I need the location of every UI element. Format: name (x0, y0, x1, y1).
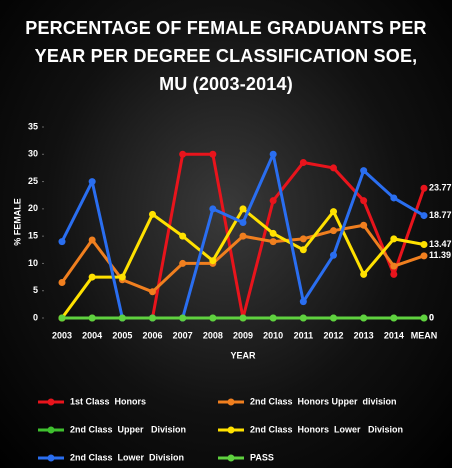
data-point (269, 314, 277, 322)
data-point (239, 314, 247, 322)
data-point (149, 210, 156, 218)
data-point (390, 270, 398, 278)
data-point (330, 208, 337, 216)
y-tick-label: 20 (28, 203, 38, 213)
data-point (360, 197, 368, 205)
data-point (118, 273, 126, 281)
legend-marker (227, 454, 235, 462)
data-point (299, 158, 307, 166)
x-tick-label: 2008 (203, 330, 223, 340)
data-point (330, 251, 337, 259)
data-point (269, 197, 277, 205)
legend-marker (47, 426, 55, 434)
data-label: 13.47 (429, 239, 452, 249)
data-point (420, 314, 428, 322)
legend-label: 2nd Class Upper Division (70, 424, 186, 434)
legend-marker (47, 398, 55, 406)
data-point (239, 219, 247, 226)
x-tick-label: 2007 (173, 330, 193, 340)
y-tick-label: 0 (33, 312, 38, 322)
data-point (420, 240, 428, 248)
data-label: 11.39 (429, 250, 451, 260)
data-point (88, 178, 96, 186)
x-tick-label: 2011 (294, 330, 314, 340)
x-tick-label: 2009 (233, 330, 253, 340)
data-point (179, 150, 187, 158)
data-point (390, 235, 398, 243)
data-point (360, 221, 368, 229)
y-tick-label: 5 (33, 285, 38, 295)
data-point (209, 314, 217, 322)
x-tick-label: 2014 (384, 330, 404, 340)
chart-title: PERCENTAGE OF FEMALE GRADUANTS PER YEAR … (25, 18, 427, 94)
x-tick-label: MEAN (411, 330, 438, 340)
data-point (299, 246, 307, 254)
data-point (149, 288, 156, 296)
data-point (269, 229, 277, 237)
data-point (360, 314, 368, 322)
y-axis-label: % FEMALE (12, 198, 22, 246)
x-tick-label: 2004 (82, 330, 102, 340)
data-point (209, 150, 217, 158)
x-tick-label: 2005 (112, 330, 132, 340)
data-point (390, 314, 398, 322)
data-point (88, 236, 96, 244)
data-point (390, 262, 398, 270)
data-point (239, 205, 247, 213)
data-point (209, 205, 217, 213)
data-point (420, 252, 428, 260)
data-point (299, 235, 307, 243)
y-tick-label: 35 (28, 121, 38, 131)
legend-label: 1st Class Honors (70, 396, 146, 406)
data-label: 23.77 (429, 183, 452, 193)
data-point (58, 279, 66, 287)
data-point (179, 259, 187, 267)
x-axis-label: YEAR (230, 350, 256, 360)
data-point (239, 232, 247, 240)
data-point (330, 164, 337, 172)
data-point (209, 257, 217, 265)
x-tick-label: 2012 (323, 330, 343, 340)
data-label: 0 (429, 312, 434, 322)
legend-label: 2nd Class Honors Lower Division (250, 424, 403, 434)
x-tick-label: 2013 (354, 330, 374, 340)
data-point (269, 150, 277, 158)
legend-label: 2nd Class Lower Division (70, 452, 184, 462)
data-label: 0 (429, 312, 434, 322)
data-point (88, 314, 96, 322)
x-tick-label: 2010 (263, 330, 283, 340)
data-point (360, 270, 368, 278)
legend-label: PASS (250, 452, 274, 462)
data-point (330, 227, 337, 235)
x-tick-label: 2006 (142, 330, 162, 340)
data-point (299, 314, 307, 322)
legend-marker (227, 398, 235, 406)
y-tick-label: 30 (28, 149, 38, 159)
data-point (420, 184, 428, 192)
data-point (88, 273, 96, 281)
data-point (390, 194, 398, 202)
y-tick-label: 10 (28, 258, 38, 268)
data-point (58, 238, 66, 246)
data-point (149, 314, 156, 322)
data-point (118, 314, 126, 322)
legend-label: 2nd Class Honors Upper division (250, 396, 397, 406)
y-tick-label: 15 (28, 231, 38, 241)
data-point (179, 314, 187, 322)
data-label: 18.77 (429, 210, 452, 220)
y-tick-label: 25 (28, 176, 38, 186)
data-point (58, 314, 66, 322)
data-point (269, 238, 277, 246)
x-tick-label: 2003 (52, 330, 72, 340)
data-point (420, 212, 428, 220)
legend-marker (227, 426, 235, 434)
data-point (330, 314, 337, 322)
data-point (299, 298, 307, 306)
data-point (179, 232, 187, 240)
legend-marker (47, 454, 55, 462)
data-point (360, 167, 368, 175)
